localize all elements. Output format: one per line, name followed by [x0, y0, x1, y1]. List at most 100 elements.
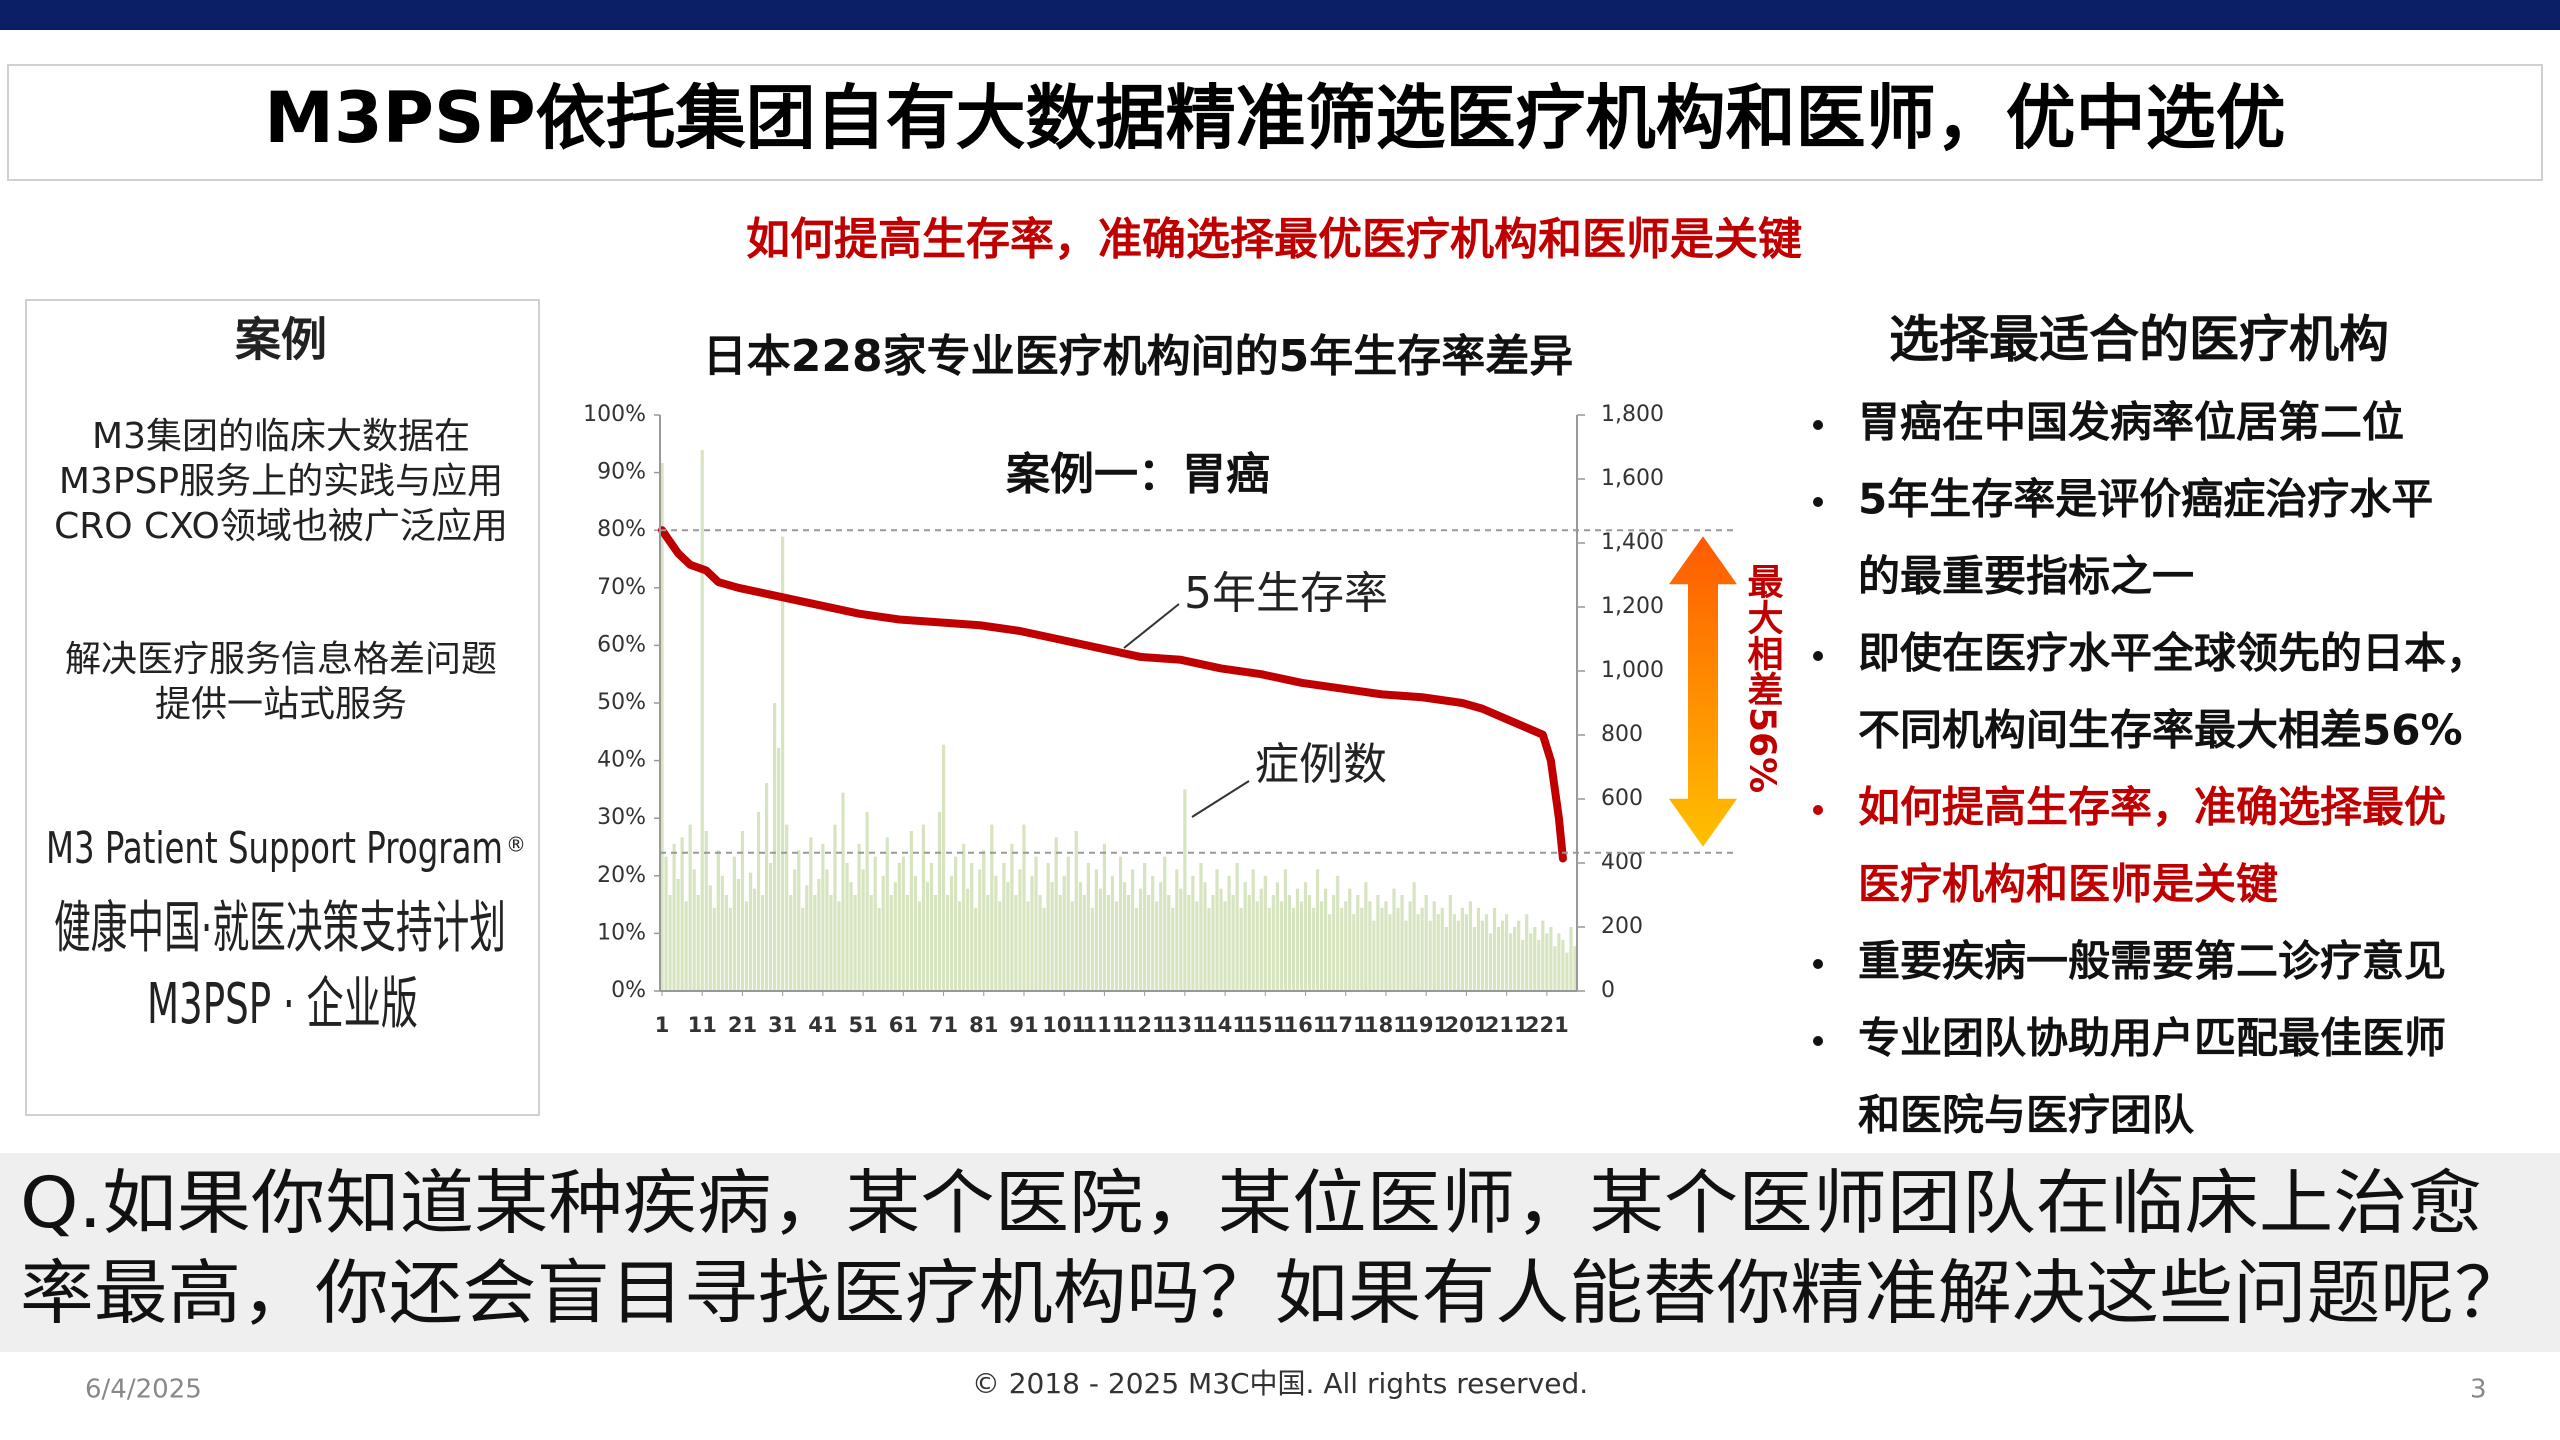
x-tick-label: 201 — [1444, 1013, 1488, 1037]
bar — [781, 536, 785, 991]
bar — [1118, 856, 1123, 991]
bar — [1396, 907, 1400, 991]
bar — [1187, 895, 1191, 991]
bar — [1299, 901, 1304, 991]
x-tick-label: 71 — [929, 1013, 958, 1037]
bar — [1412, 882, 1416, 991]
bar — [817, 879, 821, 991]
bar — [1191, 875, 1195, 991]
x-tick-label: 51 — [848, 1013, 877, 1037]
bar — [913, 875, 917, 991]
y2-tick-label: 1,000 — [1601, 658, 1664, 683]
bar — [986, 895, 990, 991]
bar — [958, 901, 962, 991]
bar — [1420, 907, 1424, 991]
bar — [1424, 895, 1428, 991]
bar — [1344, 901, 1348, 991]
bar — [837, 901, 841, 991]
bar — [1416, 914, 1420, 991]
bar — [857, 843, 861, 991]
bar — [877, 907, 881, 991]
bullet-text: 胃癌在中国发病率位居第二位 — [1858, 398, 2404, 447]
bar — [785, 824, 789, 991]
bar — [905, 895, 909, 991]
bar — [809, 837, 813, 991]
case-heading: 案例 — [235, 313, 327, 367]
bar — [1159, 882, 1163, 991]
bar — [680, 837, 684, 991]
bar — [696, 895, 700, 991]
bar — [1155, 901, 1159, 991]
bar — [1295, 888, 1300, 991]
bar — [881, 875, 885, 991]
bar — [925, 882, 930, 991]
x-tick-label: 211 — [1485, 1013, 1529, 1037]
bar — [1235, 863, 1239, 991]
x-tick-label: 161 — [1284, 1013, 1328, 1037]
bar — [1106, 895, 1111, 991]
bar — [1082, 895, 1086, 991]
bar — [692, 869, 696, 991]
bar — [1336, 875, 1340, 991]
bullet-dot — [1813, 497, 1823, 507]
bar — [1050, 882, 1054, 991]
bar — [1496, 927, 1501, 991]
bar — [966, 888, 970, 991]
x-tick-label: 221 — [1525, 1013, 1569, 1037]
bar — [1098, 888, 1103, 991]
footer-date: 6/4/2025 — [85, 1375, 202, 1405]
bar — [1311, 907, 1316, 991]
bar — [974, 907, 978, 991]
leader-line — [1191, 780, 1250, 818]
bar — [1066, 856, 1070, 991]
bar — [1376, 895, 1380, 991]
bar — [1525, 914, 1529, 991]
bar — [1074, 831, 1078, 991]
bar — [728, 907, 732, 991]
page-number: 3 — [2470, 1375, 2487, 1405]
chart-title: 日本228家专业医疗机构间的5年生存率差异 — [703, 331, 1573, 382]
case-text: M3PSP服务上的实践与应用 — [59, 461, 503, 502]
bar — [1484, 914, 1489, 991]
bar — [1303, 882, 1308, 991]
series-label: 5年生存率 — [1184, 568, 1388, 619]
bar — [1195, 901, 1199, 991]
y-tick-label: 30% — [597, 805, 646, 830]
x-tick-label: 131 — [1163, 1013, 1207, 1037]
bar — [760, 895, 765, 991]
x-tick-label: 21 — [728, 1013, 757, 1037]
bullet-text: 5年生存率是评价癌症治疗水平 — [1858, 475, 2433, 524]
bar — [1380, 907, 1384, 991]
y-tick-label: 0% — [611, 978, 646, 1003]
bar — [949, 875, 954, 991]
bar — [1553, 946, 1557, 991]
bar — [1513, 927, 1517, 991]
program-mark: ® — [506, 833, 526, 857]
bar — [1279, 901, 1283, 991]
bar — [998, 901, 1002, 991]
bar — [1332, 895, 1336, 991]
bar — [833, 824, 837, 991]
bullet-text: 如何提高生存率，准确选择最优 — [1858, 783, 2446, 832]
bar — [917, 901, 922, 991]
bar — [716, 850, 720, 991]
bar — [1565, 952, 1569, 991]
bar — [897, 863, 901, 991]
bar — [1509, 933, 1513, 991]
bar — [1315, 869, 1320, 991]
right-heading: 选择最适合的医疗机构 — [1889, 311, 2389, 369]
bar — [1480, 920, 1485, 991]
bar — [845, 863, 849, 991]
bar — [1122, 882, 1127, 991]
max-diff-label: 最大相差56% — [1742, 563, 1784, 793]
bar — [1163, 856, 1167, 991]
y-tick-label: 80% — [597, 517, 646, 542]
y-tick-label: 50% — [597, 690, 646, 715]
y-tick-label: 20% — [597, 863, 646, 888]
x-tick-label: 81 — [969, 1013, 998, 1037]
bar — [704, 831, 708, 991]
bar — [1062, 875, 1066, 991]
bar — [825, 869, 829, 991]
y2-tick-label: 1,400 — [1601, 530, 1664, 555]
